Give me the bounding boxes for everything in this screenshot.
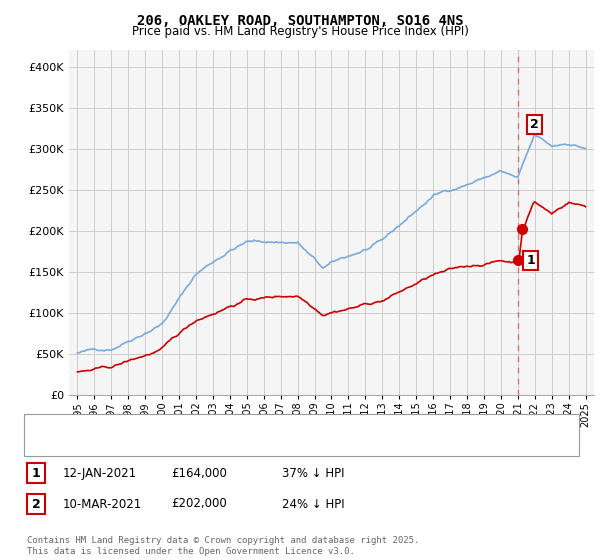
Text: 37% ↓ HPI: 37% ↓ HPI — [282, 466, 344, 480]
Text: 206, OAKLEY ROAD, SOUTHAMPTON, SO16 4NS: 206, OAKLEY ROAD, SOUTHAMPTON, SO16 4NS — [137, 14, 463, 28]
Text: £202,000: £202,000 — [171, 497, 227, 511]
Text: 2: 2 — [530, 118, 538, 130]
Text: Contains HM Land Registry data © Crown copyright and database right 2025.
This d: Contains HM Land Registry data © Crown c… — [27, 536, 419, 556]
Text: £164,000: £164,000 — [171, 466, 227, 480]
Text: 206, OAKLEY ROAD, SOUTHAMPTON, SO16 4NS (semi-detached house): 206, OAKLEY ROAD, SOUTHAMPTON, SO16 4NS … — [53, 421, 424, 431]
Text: Price paid vs. HM Land Registry's House Price Index (HPI): Price paid vs. HM Land Registry's House … — [131, 25, 469, 38]
Text: —: — — [31, 435, 50, 454]
Text: —: — — [31, 417, 50, 436]
Text: 12-JAN-2021: 12-JAN-2021 — [63, 466, 137, 480]
Text: 1: 1 — [526, 254, 535, 267]
Text: 1: 1 — [32, 466, 40, 480]
Text: 2: 2 — [32, 497, 40, 511]
Text: 10-MAR-2021: 10-MAR-2021 — [63, 497, 142, 511]
Text: HPI: Average price, semi-detached house, Southampton: HPI: Average price, semi-detached house,… — [53, 440, 345, 450]
Text: 24% ↓ HPI: 24% ↓ HPI — [282, 497, 344, 511]
